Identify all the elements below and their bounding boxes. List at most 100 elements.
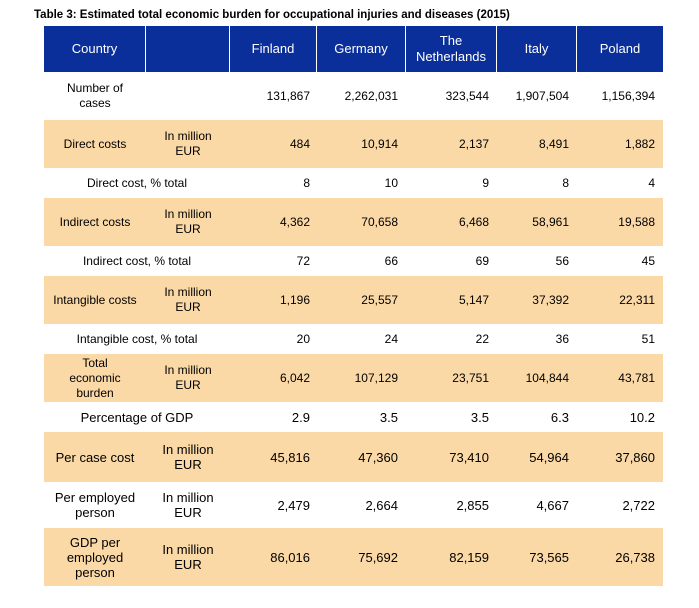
cell-poland: 22,311 xyxy=(577,276,663,324)
table-row: Percentage of GDP 2.9 3.5 3.5 6.3 10.2 xyxy=(44,402,663,432)
row-unit: In million EUR xyxy=(146,276,230,324)
cell-italy: 104,844 xyxy=(497,354,577,402)
cell-germany: 3.5 xyxy=(317,402,406,432)
cell-italy: 4,667 xyxy=(497,482,577,528)
cell-italy: 8,491 xyxy=(497,120,577,168)
economic-burden-table: Country Finland Germany The Netherlands … xyxy=(44,26,663,586)
cell-finland: 131,867 xyxy=(230,72,317,120)
row-label: Indirect cost, % total xyxy=(44,246,230,276)
cell-germany: 66 xyxy=(317,246,406,276)
cell-germany: 75,692 xyxy=(317,528,406,586)
row-unit: In million EUR xyxy=(146,482,230,528)
cell-germany: 107,129 xyxy=(317,354,406,402)
cell-germany: 70,658 xyxy=(317,198,406,246)
row-label: GDP per employed person xyxy=(44,528,146,586)
cell-poland: 37,860 xyxy=(577,432,663,482)
row-label: Intangible costs xyxy=(44,276,146,324)
header-germany: Germany xyxy=(317,26,406,72)
cell-italy: 37,392 xyxy=(497,276,577,324)
cell-germany: 25,557 xyxy=(317,276,406,324)
table-row: Number of cases 131,867 2,262,031 323,54… xyxy=(44,72,663,120)
cell-finland: 8 xyxy=(230,168,317,198)
row-label: Per employed person xyxy=(44,482,146,528)
table-row: Indirect cost, % total 72 66 69 56 45 xyxy=(44,246,663,276)
cell-finland: 4,362 xyxy=(230,198,317,246)
row-unit: In million EUR xyxy=(146,198,230,246)
cell-finland: 6,042 xyxy=(230,354,317,402)
cell-netherlands: 82,159 xyxy=(406,528,497,586)
cell-finland: 86,016 xyxy=(230,528,317,586)
cell-germany: 24 xyxy=(317,324,406,354)
cell-poland: 2,722 xyxy=(577,482,663,528)
cell-germany: 47,360 xyxy=(317,432,406,482)
cell-poland: 43,781 xyxy=(577,354,663,402)
cell-italy: 8 xyxy=(497,168,577,198)
row-unit: In million EUR xyxy=(146,354,230,402)
table-row: Intangible cost, % total 20 24 22 36 51 xyxy=(44,324,663,354)
header-finland: Finland xyxy=(230,26,317,72)
cell-netherlands: 323,544 xyxy=(406,72,497,120)
row-unit: In million EUR xyxy=(146,120,230,168)
cell-finland: 484 xyxy=(230,120,317,168)
cell-netherlands: 69 xyxy=(406,246,497,276)
cell-poland: 4 xyxy=(577,168,663,198)
table-row: Direct cost, % total 8 10 9 8 4 xyxy=(44,168,663,198)
cell-poland: 19,588 xyxy=(577,198,663,246)
header-unit xyxy=(146,26,230,72)
cell-germany: 10,914 xyxy=(317,120,406,168)
cell-netherlands: 22 xyxy=(406,324,497,354)
table-row: Per employed person In million EUR 2,479… xyxy=(44,482,663,528)
header-poland: Poland xyxy=(577,26,663,72)
row-label: Total economic burden xyxy=(44,354,146,402)
table-row: Indirect costs In million EUR 4,362 70,6… xyxy=(44,198,663,246)
row-label: Direct costs xyxy=(44,120,146,168)
cell-poland: 1,156,394 xyxy=(577,72,663,120)
cell-italy: 58,961 xyxy=(497,198,577,246)
cell-italy: 56 xyxy=(497,246,577,276)
row-unit: In million EUR xyxy=(146,432,230,482)
table-caption: Table 3: Estimated total economic burden… xyxy=(34,9,510,21)
cell-poland: 26,738 xyxy=(577,528,663,586)
cell-poland: 10.2 xyxy=(577,402,663,432)
header-netherlands: The Netherlands xyxy=(406,26,497,72)
row-unit xyxy=(146,72,230,120)
table-header-row: Country Finland Germany The Netherlands … xyxy=(44,26,663,72)
cell-netherlands: 9 xyxy=(406,168,497,198)
cell-italy: 1,907,504 xyxy=(497,72,577,120)
cell-finland: 45,816 xyxy=(230,432,317,482)
cell-netherlands: 3.5 xyxy=(406,402,497,432)
cell-germany: 2,664 xyxy=(317,482,406,528)
row-unit: In million EUR xyxy=(146,528,230,586)
header-italy: Italy xyxy=(497,26,577,72)
table-row: Per case cost In million EUR 45,816 47,3… xyxy=(44,432,663,482)
header-country: Country xyxy=(44,26,146,72)
cell-poland: 45 xyxy=(577,246,663,276)
cell-netherlands: 23,751 xyxy=(406,354,497,402)
cell-italy: 73,565 xyxy=(497,528,577,586)
cell-netherlands: 73,410 xyxy=(406,432,497,482)
cell-netherlands: 5,147 xyxy=(406,276,497,324)
cell-italy: 6.3 xyxy=(497,402,577,432)
cell-finland: 20 xyxy=(230,324,317,354)
cell-finland: 2.9 xyxy=(230,402,317,432)
table-row: Direct costs In million EUR 484 10,914 2… xyxy=(44,120,663,168)
cell-netherlands: 6,468 xyxy=(406,198,497,246)
row-label: Percentage of GDP xyxy=(44,402,230,432)
table-row: GDP per employed person In million EUR 8… xyxy=(44,528,663,586)
cell-finland: 1,196 xyxy=(230,276,317,324)
cell-germany: 10 xyxy=(317,168,406,198)
cell-germany: 2,262,031 xyxy=(317,72,406,120)
table-row: Intangible costs In million EUR 1,196 25… xyxy=(44,276,663,324)
cell-netherlands: 2,855 xyxy=(406,482,497,528)
cell-italy: 36 xyxy=(497,324,577,354)
row-label: Direct cost, % total xyxy=(44,168,230,198)
cell-netherlands: 2,137 xyxy=(406,120,497,168)
cell-finland: 2,479 xyxy=(230,482,317,528)
row-label: Number of cases xyxy=(44,72,146,120)
cell-poland: 1,882 xyxy=(577,120,663,168)
row-label: Indirect costs xyxy=(44,198,146,246)
cell-italy: 54,964 xyxy=(497,432,577,482)
row-label: Intangible cost, % total xyxy=(44,324,230,354)
cell-finland: 72 xyxy=(230,246,317,276)
cell-poland: 51 xyxy=(577,324,663,354)
